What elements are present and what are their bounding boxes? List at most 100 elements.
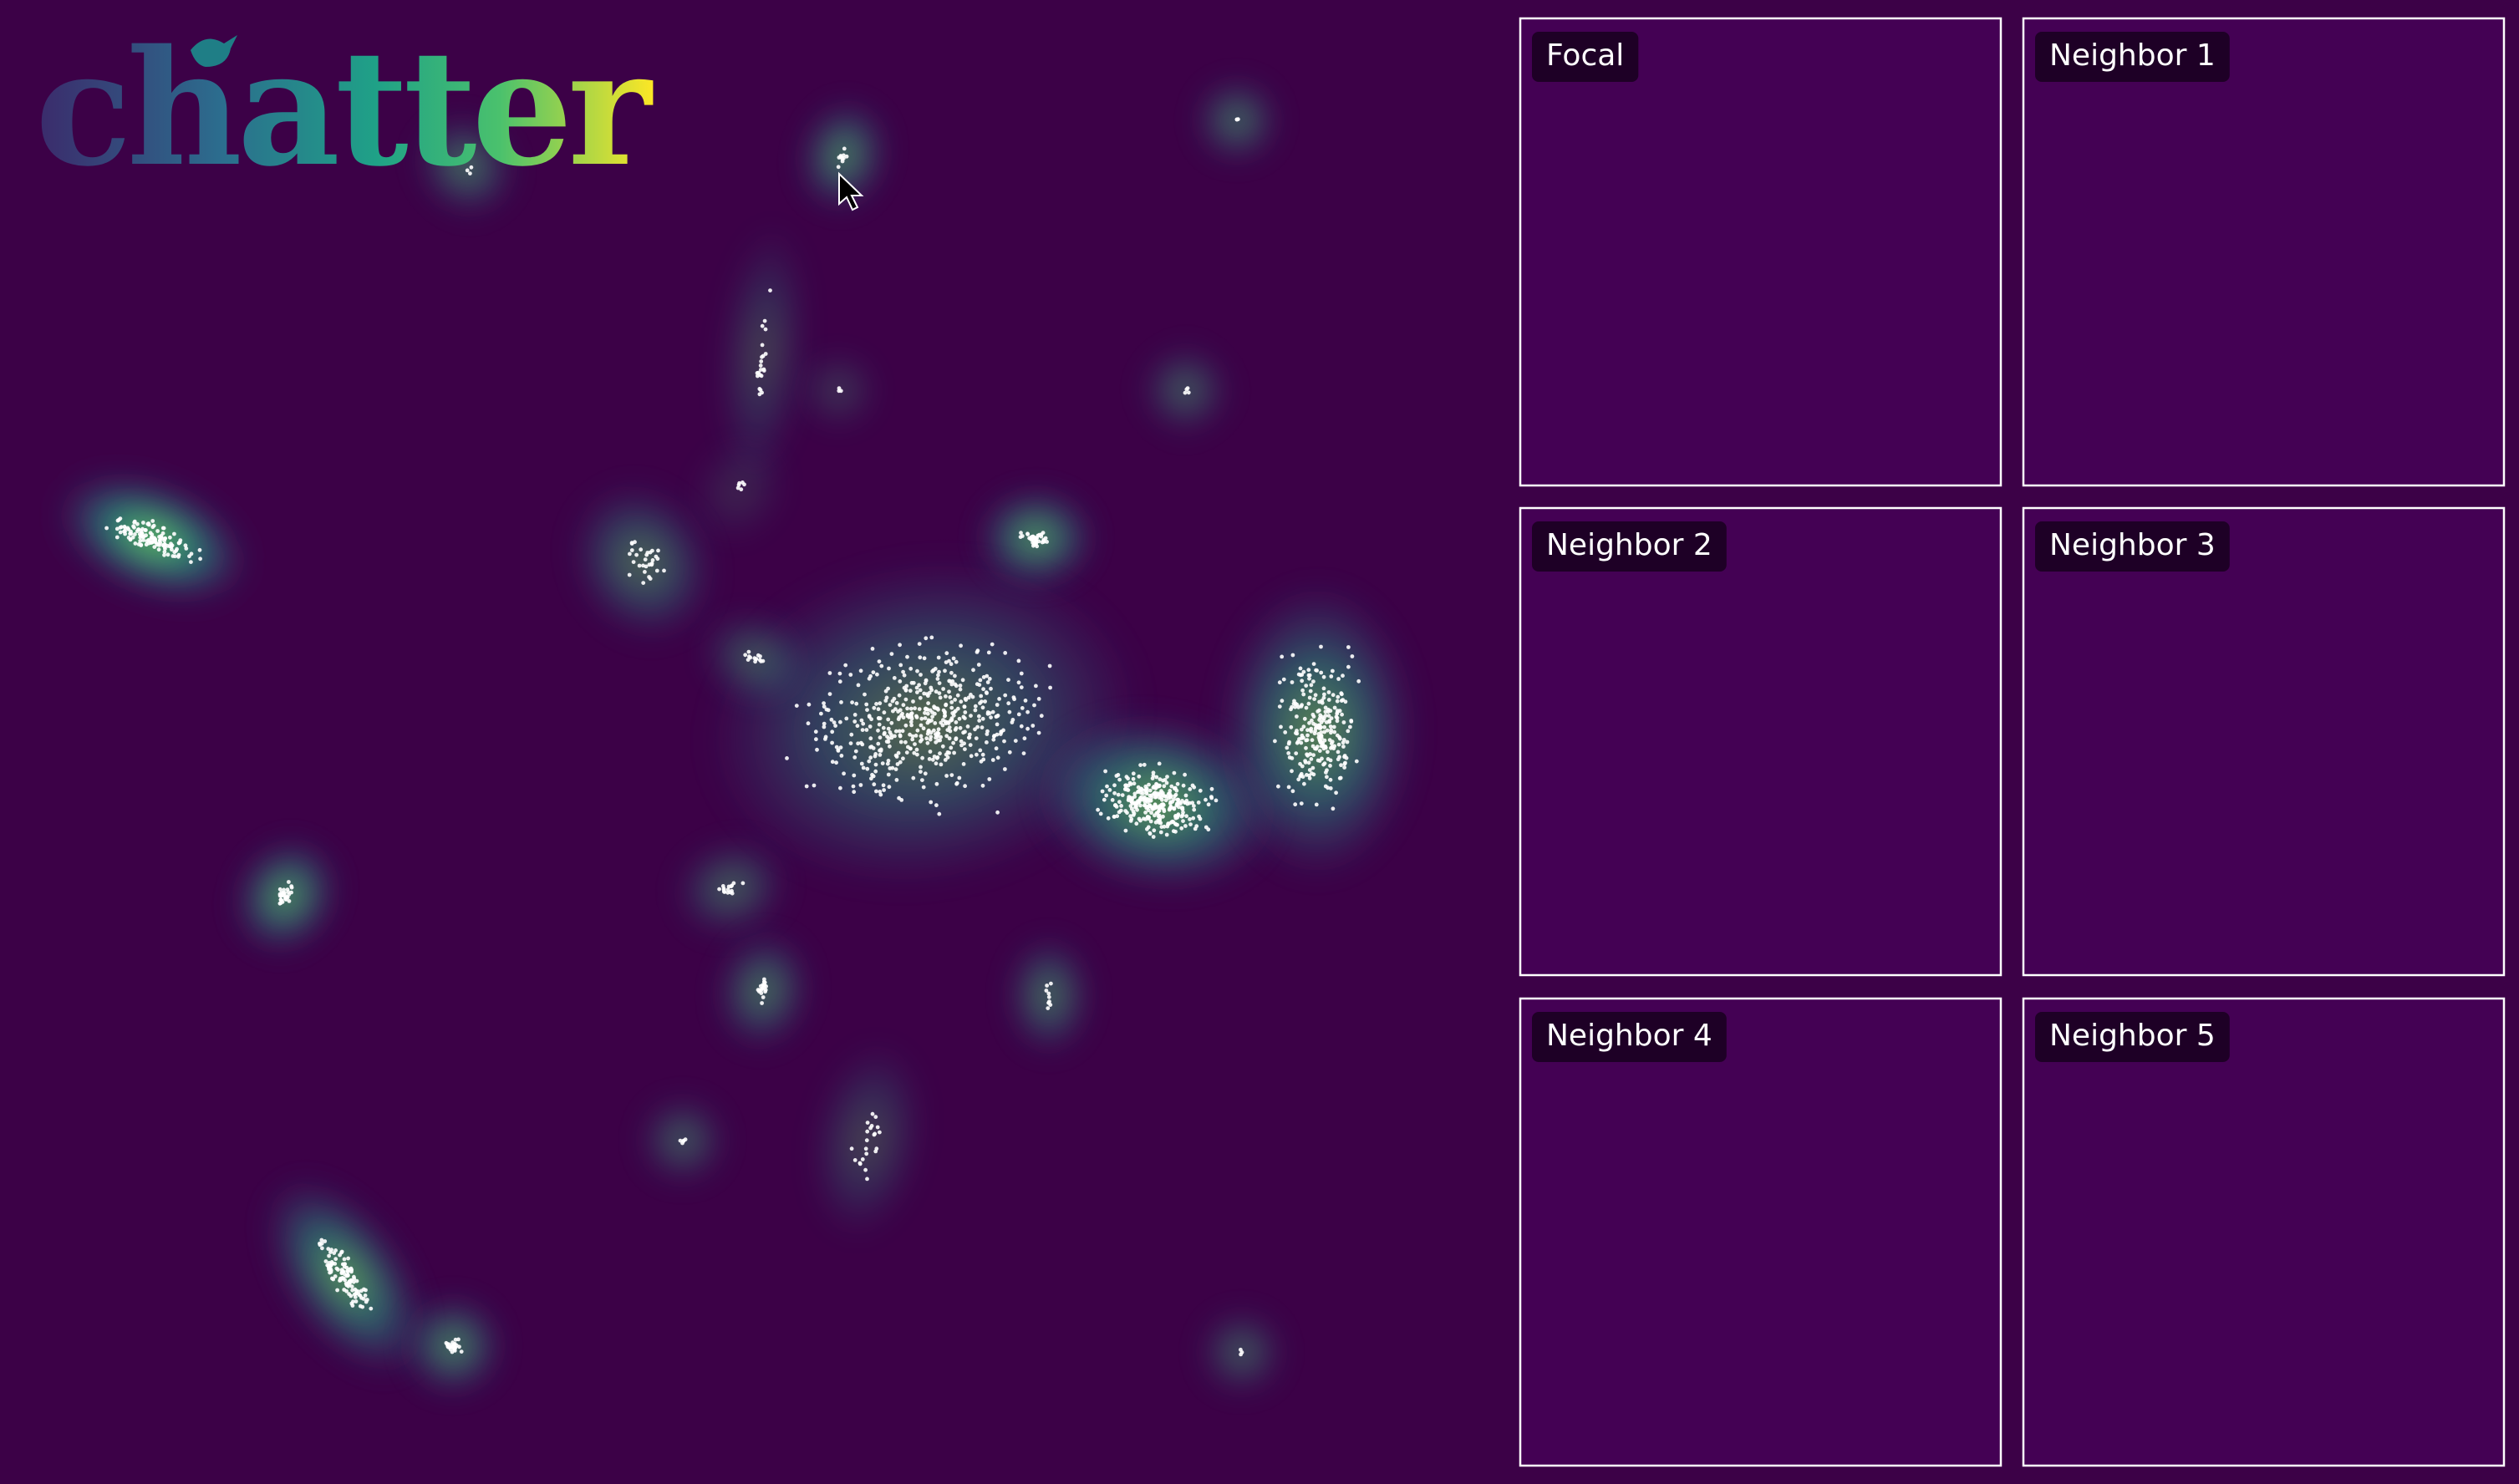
embedding-point[interactable] [157,543,162,547]
embedding-point[interactable] [1304,684,1309,688]
embedding-point[interactable] [1003,693,1008,698]
embedding-point[interactable] [1165,824,1170,829]
embedding-point[interactable] [1322,761,1327,765]
embedding-point[interactable] [345,1268,349,1273]
embedding-point[interactable] [1019,685,1024,689]
embedding-point[interactable] [1180,813,1185,817]
embedding-point[interactable] [1146,797,1151,802]
embedding-point[interactable] [1158,821,1163,826]
embedding-point[interactable] [934,761,939,766]
embedding-point[interactable] [170,547,174,552]
embedding-point[interactable] [822,724,827,729]
embedding-point[interactable] [990,758,995,762]
embedding-point[interactable] [785,756,789,760]
embedding-point[interactable] [813,729,818,734]
embedding-point[interactable] [760,323,765,328]
embedding-point[interactable] [1301,724,1306,729]
embedding-point[interactable] [868,755,873,760]
embedding-point[interactable] [1118,808,1123,813]
embedding-point[interactable] [469,165,474,170]
embedding-point[interactable] [878,1130,882,1135]
embedding-point[interactable] [923,716,928,720]
embedding-point[interactable] [927,719,932,724]
embedding-point[interactable] [145,521,150,526]
embedding-point[interactable] [282,887,286,892]
embedding-point[interactable] [277,901,282,906]
embedding-point[interactable] [1192,807,1197,812]
embedding-point[interactable] [1178,801,1183,806]
embedding-point[interactable] [919,739,923,744]
embedding-point[interactable] [907,715,912,719]
embedding-point[interactable] [874,789,878,794]
embedding-point[interactable] [837,671,842,676]
embedding-point[interactable] [1328,777,1333,782]
embedding-point[interactable] [763,989,767,994]
embedding-point[interactable] [949,705,954,710]
embedding-point[interactable] [872,705,877,710]
embedding-point[interactable] [654,554,659,559]
embedding-point[interactable] [844,716,849,721]
embedding-point[interactable] [889,735,894,740]
embedding-point[interactable] [1317,749,1322,753]
embedding-point[interactable] [885,761,890,766]
embedding-point[interactable] [1162,809,1167,814]
embedding-point[interactable] [634,552,639,557]
embedding-point[interactable] [1312,697,1316,701]
embedding-point[interactable] [1326,714,1331,718]
embedding-point[interactable] [947,689,951,694]
embedding-point[interactable] [985,673,990,678]
embedding-point[interactable] [1110,798,1115,802]
embedding-point[interactable] [849,1146,854,1151]
embedding-point[interactable] [1277,680,1282,685]
embedding-point[interactable] [323,1259,328,1263]
embedding-point[interactable] [1346,729,1351,734]
embedding-point[interactable] [879,663,884,668]
embedding-point[interactable] [934,689,939,694]
embedding-point[interactable] [136,527,140,532]
embedding-point[interactable] [1044,988,1049,993]
embedding-point[interactable] [963,784,967,789]
embedding-point[interactable] [945,755,950,760]
embedding-point[interactable] [944,734,949,739]
embedding-point[interactable] [1158,805,1163,809]
embedding-point[interactable] [830,760,835,765]
embedding-point[interactable] [814,737,818,742]
embedding-point[interactable] [1027,536,1031,541]
embedding-point[interactable] [1148,788,1153,793]
embedding-point[interactable] [1342,765,1346,770]
embedding-point[interactable] [1322,738,1327,743]
embedding-point[interactable] [856,683,861,688]
embedding-point[interactable] [335,1288,339,1293]
embedding-point[interactable] [1346,645,1351,649]
embedding-point[interactable] [761,979,766,984]
embedding-point[interactable] [953,673,957,678]
embedding-point[interactable] [1308,689,1313,694]
embedding-point[interactable] [1022,736,1027,741]
embedding-point[interactable] [1105,784,1109,789]
embedding-point[interactable] [889,720,894,725]
embedding-point[interactable] [833,724,837,728]
embedding-point[interactable] [807,702,812,707]
embedding-point[interactable] [1349,719,1354,724]
embedding-point[interactable] [1234,117,1239,122]
embedding-point[interactable] [893,734,897,739]
embedding-point[interactable] [935,706,940,711]
embedding-point[interactable] [737,480,741,485]
embedding-point[interactable] [980,705,985,710]
embedding-point[interactable] [135,521,140,526]
embedding-point[interactable] [1100,789,1105,794]
embedding-point[interactable] [947,750,951,755]
embedding-point[interactable] [908,732,912,737]
embedding-point[interactable] [146,541,151,546]
embedding-point[interactable] [934,781,939,786]
embedding-plot[interactable] [40,80,1417,1402]
embedding-point[interactable] [1151,770,1156,775]
embedding-point[interactable] [935,730,940,735]
embedding-point[interactable] [843,663,848,668]
embedding-point[interactable] [1157,808,1162,813]
embedding-point[interactable] [921,785,926,790]
embedding-point[interactable] [852,719,857,724]
embedding-point[interactable] [909,680,914,685]
embedding-point[interactable] [739,487,744,492]
embedding-point[interactable] [160,531,165,536]
